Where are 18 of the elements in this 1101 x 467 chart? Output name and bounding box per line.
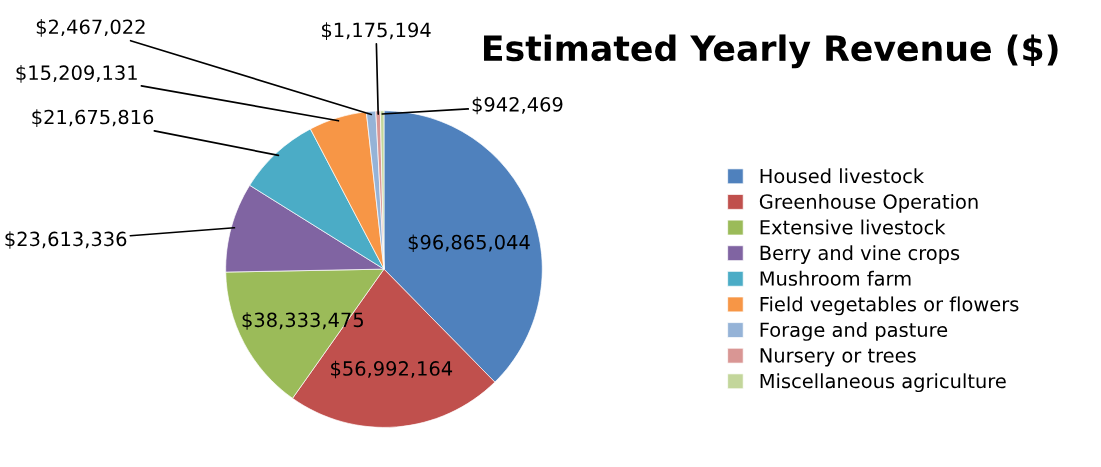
legend-label: Mushroom farm	[760, 270, 911, 286]
legend-label: Field vegetables or flowers	[760, 296, 1019, 316]
data-label: $1,175,194	[322, 22, 431, 40]
data-label: $56,992,164	[331, 360, 453, 379]
data-label: $942,469	[472, 96, 563, 115]
data-label: $2,467,022	[36, 19, 145, 37]
legend-label: Berry and vine crops	[760, 245, 960, 264]
data-label: $23,613,336	[5, 231, 127, 249]
data-label: $15,209,131	[16, 64, 137, 83]
chart-title: Estimated Yearly Revenue ($)	[484, 34, 1058, 69]
legend-label: Forage and pasture	[760, 322, 948, 341]
legend-label: Greenhouse Operation	[759, 193, 978, 213]
legend-label: Miscellaneous agriculture	[760, 373, 1006, 393]
legend-label: Extensive livestock	[760, 219, 946, 235]
data-label: $96,865,044	[408, 234, 530, 253]
data-label: $21,675,816	[32, 109, 154, 127]
legend-label: Housed livestock	[760, 168, 925, 184]
legend-label: Nursery or trees	[760, 348, 916, 367]
